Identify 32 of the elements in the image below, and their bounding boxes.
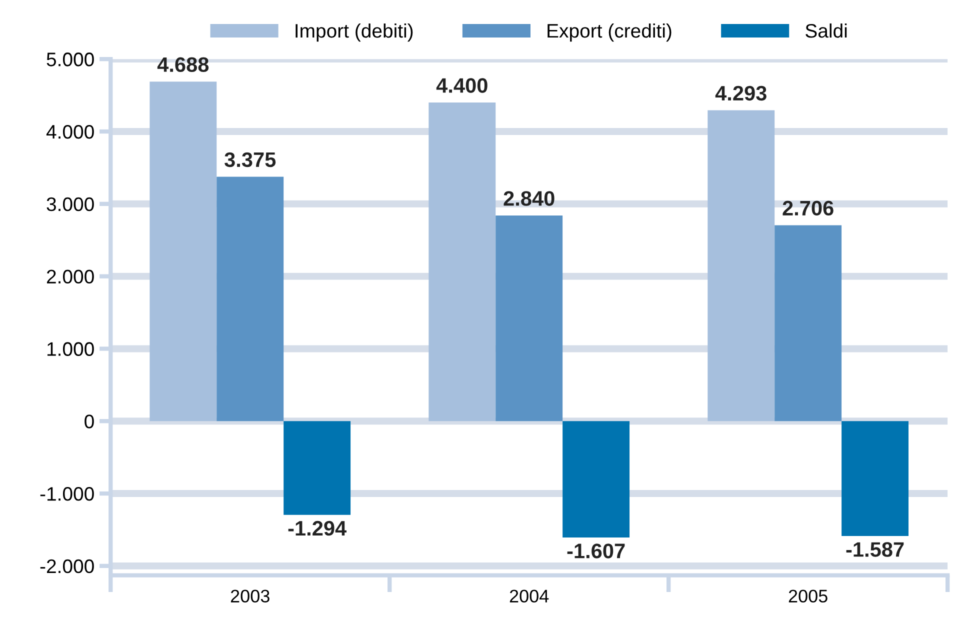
legend-label: Import (debiti) (296, 23, 413, 42)
x-tick-label: 2005 (788, 590, 828, 602)
bar (496, 215, 563, 422)
data-label: 2.706 (782, 200, 834, 216)
y-tick-label: -1.000 (40, 487, 94, 501)
bar (708, 110, 775, 422)
data-label: -1.607 (567, 544, 625, 558)
data-label: 4.400 (436, 78, 488, 93)
bar (150, 82, 217, 422)
bar (842, 421, 909, 536)
data-label: 2.840 (504, 191, 554, 206)
data-label: 4.293 (715, 86, 766, 101)
y-tick-label: -2.000 (40, 559, 94, 574)
bar (284, 421, 351, 515)
legend-label: Export (crediti) (548, 23, 672, 42)
bar (428, 102, 496, 422)
x-tick-label: 2003 (230, 590, 270, 602)
y-tick-label: 3.000 (46, 197, 94, 212)
data-label: 3.375 (224, 152, 276, 168)
x-tick-label: 2004 (510, 590, 549, 602)
y-tick-label: 0 (84, 414, 94, 428)
data-label: 4.688 (157, 57, 209, 72)
bar (774, 225, 842, 422)
bar (562, 421, 630, 538)
y-tick-label: 5.000 (46, 52, 94, 66)
y-tick-label: 4.000 (46, 124, 94, 139)
data-label: -1.587 (846, 542, 904, 557)
data-label: -1.294 (288, 520, 346, 536)
y-tick-label: 2.000 (46, 270, 94, 284)
legend-label: Saldi (806, 23, 847, 38)
y-tick-label: 1.000 (47, 342, 94, 356)
bar (216, 176, 284, 422)
